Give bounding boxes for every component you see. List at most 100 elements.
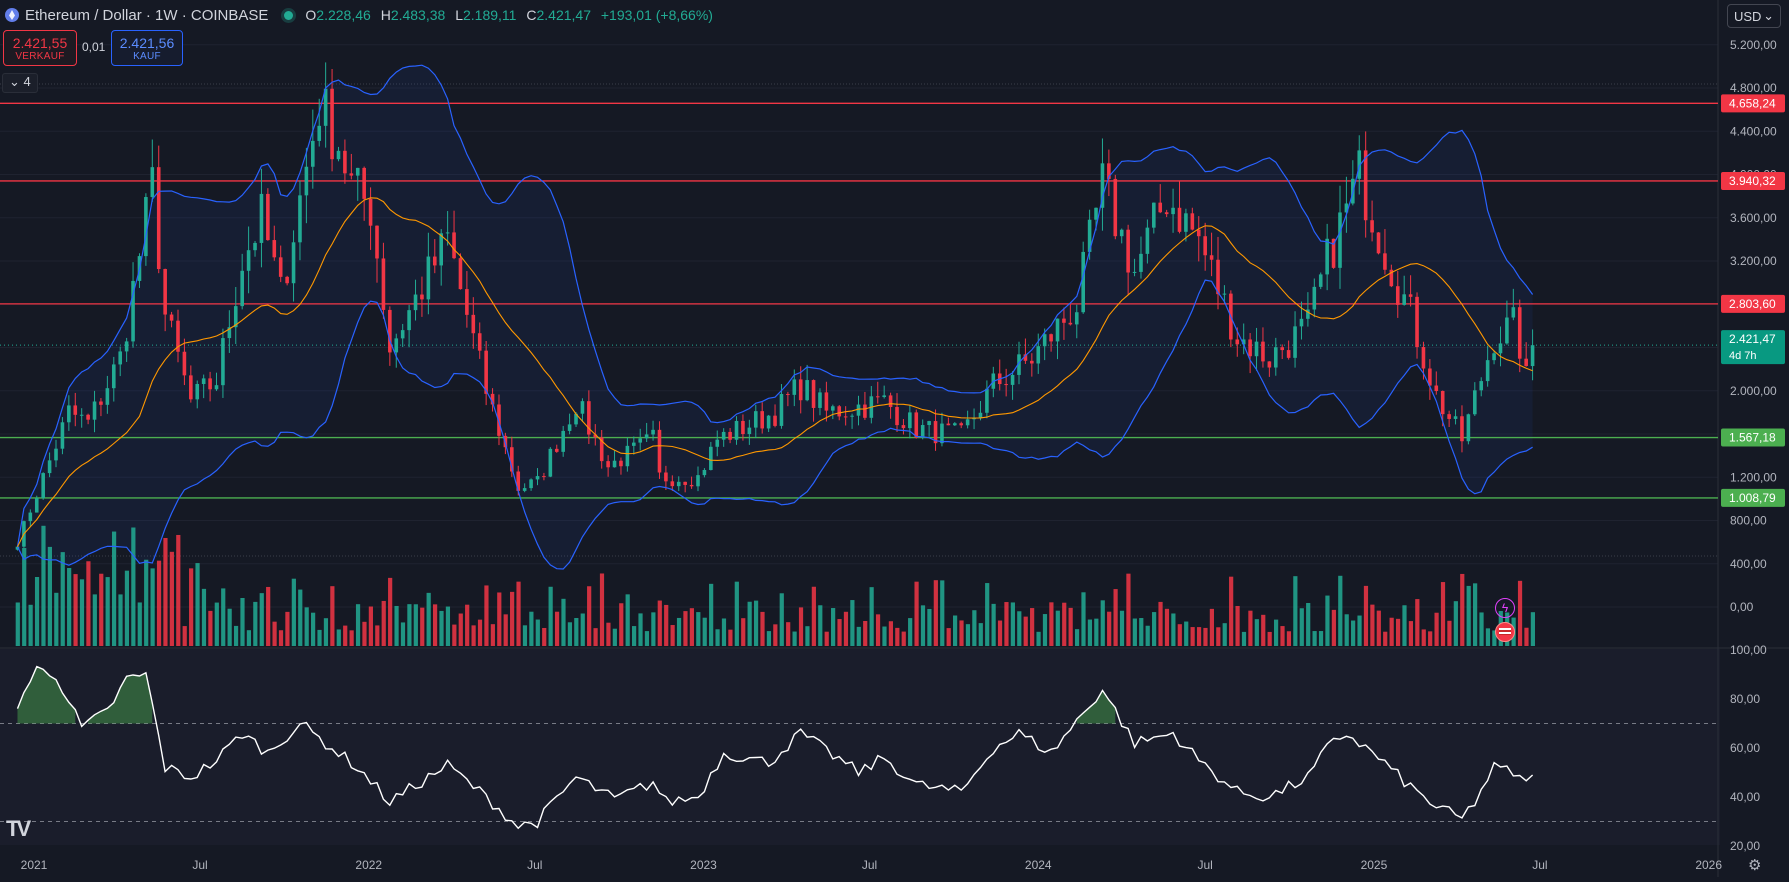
rsi-overbought-fill: [1076, 690, 1116, 724]
volume-bar: [1254, 619, 1259, 646]
volume-bar: [734, 581, 739, 646]
candle-body: [773, 415, 777, 426]
volume-bar: [728, 629, 733, 646]
sell-button[interactable]: 2.421,55 VERKAUF: [3, 30, 77, 66]
candle-body: [811, 380, 816, 408]
candle-body: [1505, 317, 1509, 344]
candle-body: [1042, 334, 1047, 347]
volume-bar: [811, 586, 816, 646]
candle-body: [432, 256, 437, 266]
sell-price: 2.421,55: [12, 34, 68, 51]
candle-body: [86, 414, 90, 420]
candle-body: [1126, 229, 1130, 273]
candle-body: [176, 320, 180, 352]
volume-bar: [15, 602, 20, 646]
volume-bar: [786, 622, 791, 646]
candle-body: [875, 396, 880, 398]
candle-body: [60, 422, 65, 449]
candle-body: [1280, 347, 1285, 351]
candle-body: [227, 327, 232, 339]
rsi-overbought-fill: [17, 666, 76, 724]
level-price-label-bg: [1721, 171, 1785, 190]
volume-bar: [1466, 585, 1471, 646]
candle-body: [362, 167, 366, 199]
volume-bar: [959, 620, 964, 646]
volume-bar: [118, 594, 123, 646]
candle-body: [381, 258, 386, 310]
volume-bar: [285, 611, 290, 646]
candle-body: [311, 140, 315, 167]
candle-body: [131, 280, 135, 342]
rsi-tick-label: 100,00: [1730, 643, 1767, 657]
candle-body: [445, 232, 450, 234]
volume-bar: [349, 630, 354, 646]
volume-bar: [259, 593, 264, 646]
candle-body: [201, 378, 206, 384]
volume-bar: [1145, 625, 1150, 646]
candle-body: [1530, 345, 1535, 367]
settings-gear-icon[interactable]: ⚙: [1748, 857, 1762, 874]
close-value: 2.421,47: [536, 7, 591, 23]
candle-body: [1383, 253, 1387, 270]
candle-body: [709, 446, 713, 470]
buy-button[interactable]: 2.421,56 KAUF: [111, 30, 183, 66]
volume-bar: [1395, 618, 1401, 646]
y-tick-label: 4.400,00: [1730, 124, 1777, 138]
candle-body: [54, 448, 58, 461]
candle-body: [1068, 322, 1073, 325]
candle-body: [516, 471, 521, 491]
x-tick-label: 2022: [355, 858, 382, 872]
volume-bar: [1293, 576, 1298, 646]
volume-bar: [79, 579, 85, 646]
volume-bar: [189, 568, 194, 646]
volume-bar: [1318, 631, 1324, 646]
volume-bar: [278, 630, 284, 646]
x-tick-label: 2021: [21, 858, 48, 872]
volume-bar: [747, 601, 752, 646]
last-price-label-countdown: 4d 7h: [1729, 350, 1757, 362]
candle-body: [664, 472, 668, 482]
volume-bar: [760, 611, 765, 646]
candle-body: [426, 256, 431, 300]
level-price-label: 2.803,60: [1729, 297, 1776, 311]
candle-body: [933, 421, 938, 444]
candle-body: [298, 195, 302, 243]
candle-body: [1261, 341, 1265, 362]
volume-bar: [1492, 630, 1497, 646]
candle-body: [1030, 360, 1034, 364]
candle-body: [111, 364, 116, 389]
volume-bar: [1331, 609, 1336, 646]
lightning-icon[interactable]: ϟ: [1495, 598, 1515, 618]
currency-select[interactable]: USD ⌄: [1727, 4, 1781, 28]
rsi-tick-label: 20,00: [1730, 839, 1760, 853]
candle-body: [599, 437, 604, 462]
volume-bar: [1094, 618, 1099, 646]
candle-body: [1415, 296, 1419, 348]
volume-bar: [997, 620, 1003, 646]
volume-bar: [644, 631, 650, 646]
candle-body: [1524, 358, 1528, 367]
candle-body: [375, 225, 379, 259]
volume-bar: [863, 620, 868, 646]
level-price-label-bg: [1721, 294, 1785, 313]
tradingview-logo-icon[interactable]: TV: [6, 816, 31, 841]
indicator-legend-toggle[interactable]: ⌄ 4: [2, 73, 38, 93]
volume-bar: [689, 608, 694, 646]
symbol-header[interactable]: Ethereum / Dollar · 1W · COINBASE O2.228…: [0, 4, 713, 26]
volume-bar: [927, 608, 932, 646]
candle-body: [1338, 212, 1342, 268]
volume-bar: [548, 586, 553, 646]
volume-bar: [1402, 605, 1407, 646]
volume-bar: [753, 600, 759, 646]
volume-bar: [394, 605, 399, 646]
symbol-title[interactable]: Ethereum / Dollar · 1W · COINBASE: [25, 6, 269, 24]
volume-bar: [362, 621, 367, 646]
volume-bar: [1023, 616, 1028, 646]
us-flag-icon[interactable]: [1495, 622, 1515, 642]
y-tick-label: 3.200,00: [1730, 254, 1777, 268]
candle-body: [837, 406, 842, 417]
candle-body: [156, 167, 161, 270]
volume-bar: [298, 589, 303, 646]
